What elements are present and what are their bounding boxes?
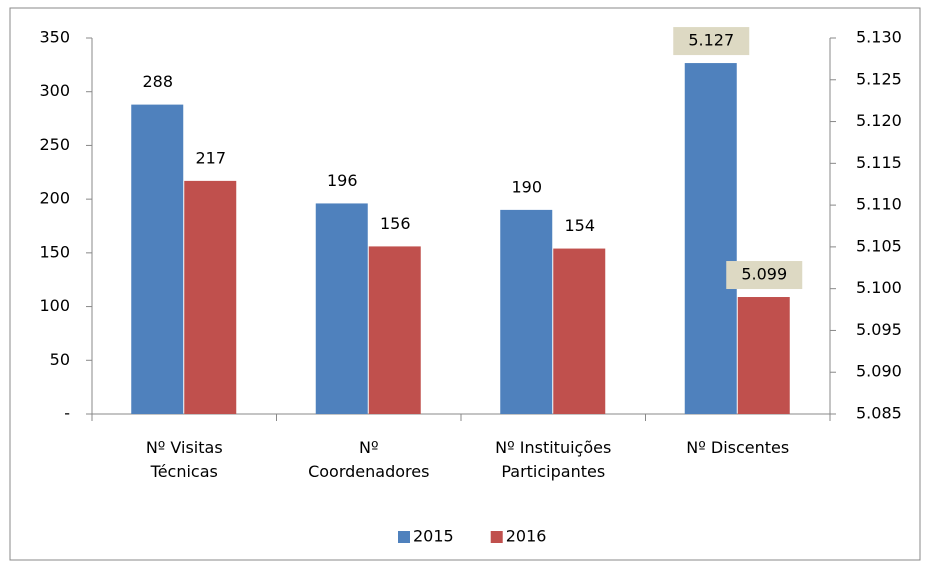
bar <box>500 209 553 414</box>
y2-tick-label: 5.085 <box>856 404 902 423</box>
data-label: 190 <box>511 177 542 196</box>
y2-tick-label: 5.090 <box>856 362 902 381</box>
legend-swatch <box>398 531 410 543</box>
y2-tick-label: 5.120 <box>856 111 902 130</box>
y2-tick-label: 5.105 <box>856 236 902 255</box>
data-label: 5.099 <box>741 265 787 284</box>
bar <box>368 246 421 414</box>
bar <box>553 248 606 414</box>
y-tick-label: 150 <box>39 242 70 261</box>
y-tick-label: 300 <box>39 81 70 100</box>
data-label: 156 <box>380 214 411 233</box>
data-label-bg <box>726 261 803 290</box>
data-label: 196 <box>327 171 358 190</box>
data-label: 288 <box>142 72 173 91</box>
data-label-bg <box>673 27 750 56</box>
y2-tick-label: 5.125 <box>856 69 902 88</box>
data-label: 217 <box>195 148 226 167</box>
bar <box>737 297 790 414</box>
y-tick-label: - <box>64 404 70 423</box>
y2-tick-label: 5.110 <box>856 195 902 214</box>
x-tick-label: Nº Instituições Participantes <box>495 438 612 481</box>
bar <box>315 203 368 414</box>
bar <box>131 104 184 414</box>
y-tick-label: 50 <box>50 350 70 369</box>
y-tick-label: 200 <box>39 189 70 208</box>
bar <box>184 180 237 414</box>
bar <box>684 63 737 415</box>
y2-tick-label: 5.115 <box>856 153 902 172</box>
y2-tick-label: 5.095 <box>856 320 902 339</box>
legend-label: 2015 <box>413 527 454 546</box>
y-tick-label: 250 <box>39 135 70 154</box>
x-tick-label: Nº Coordenadores <box>308 438 430 481</box>
x-tick-label: Nº Visitas Técnicas <box>145 438 223 481</box>
data-label: 5.127 <box>688 31 734 50</box>
y2-tick-label: 5.130 <box>856 28 902 47</box>
y2-tick-label: 5.100 <box>856 278 902 297</box>
legend-label: 2016 <box>506 527 547 546</box>
legend-swatch <box>490 531 503 543</box>
data-label: 154 <box>564 216 595 235</box>
y-tick-label: 100 <box>39 296 70 315</box>
y-tick-label: 350 <box>39 28 70 47</box>
x-tick-label: Nº Discentes <box>686 438 790 457</box>
